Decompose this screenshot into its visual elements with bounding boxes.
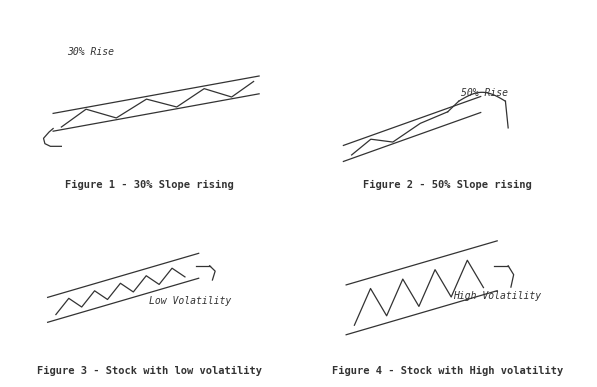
Text: Low Volatility: Low Volatility (149, 296, 232, 307)
Text: Figure 2 - 50% Slope rising: Figure 2 - 50% Slope rising (364, 180, 532, 190)
Text: Figure 3 - Stock with low volatility: Figure 3 - Stock with low volatility (37, 366, 261, 376)
Text: 50% Rise: 50% Rise (461, 87, 509, 98)
Text: 30% Rise: 30% Rise (67, 47, 114, 57)
Text: High Volatility: High Volatility (453, 291, 541, 301)
Text: Figure 4 - Stock with High volatility: Figure 4 - Stock with High volatility (332, 366, 564, 376)
Text: Figure 1 - 30% Slope rising: Figure 1 - 30% Slope rising (65, 180, 233, 190)
